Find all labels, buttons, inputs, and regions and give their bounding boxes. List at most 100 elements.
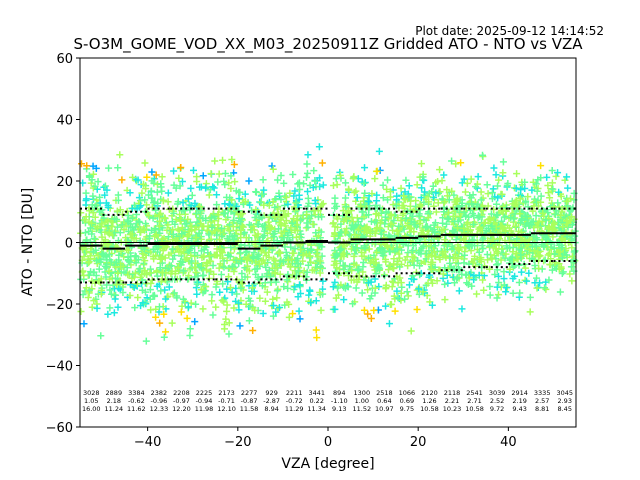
- data-point: [544, 189, 552, 197]
- data-point: [383, 185, 391, 193]
- data-point: [385, 231, 393, 239]
- data-point: [285, 313, 293, 321]
- data-point: [315, 143, 323, 151]
- data-point: [243, 255, 251, 263]
- data-point: [271, 269, 279, 277]
- data-point: [126, 292, 134, 300]
- data-point: [293, 216, 301, 224]
- data-point: [436, 255, 444, 263]
- data-point: [261, 259, 269, 267]
- data-point: [538, 206, 546, 214]
- data-point: [251, 265, 259, 273]
- data-point: [221, 320, 229, 328]
- data-point: [167, 249, 175, 257]
- data-point: [467, 175, 475, 183]
- data-point: [413, 305, 421, 313]
- data-point: [506, 244, 514, 252]
- data-point: [391, 307, 399, 315]
- data-point: [443, 192, 451, 200]
- data-point: [526, 308, 534, 316]
- data-point: [333, 223, 341, 231]
- data-point: [246, 302, 254, 310]
- data-point: [158, 235, 166, 243]
- data-point: [209, 311, 217, 319]
- data-point: [331, 253, 339, 261]
- data-point: [101, 182, 109, 190]
- data-point: [263, 270, 271, 278]
- data-point: [183, 314, 191, 322]
- data-point: [197, 183, 205, 191]
- data-point: [304, 151, 312, 159]
- bin-stat-value: -0.97: [173, 397, 190, 405]
- data-point: [167, 270, 175, 278]
- data-point: [86, 224, 94, 232]
- data-point: [402, 176, 410, 184]
- data-point: [148, 177, 156, 185]
- data-point: [281, 243, 289, 251]
- bin-stat-value: 2.21: [445, 397, 459, 405]
- data-point: [176, 217, 184, 225]
- data-point: [487, 210, 495, 218]
- data-point: [402, 214, 410, 222]
- data-point: [281, 192, 289, 200]
- data-point: [241, 197, 249, 205]
- data-point: [499, 169, 507, 177]
- data-point: [185, 227, 193, 235]
- data-point: [162, 328, 170, 336]
- data-point: [105, 267, 113, 275]
- data-point: [382, 208, 390, 216]
- data-point: [202, 216, 210, 224]
- data-point: [428, 301, 436, 309]
- data-point: [294, 180, 302, 188]
- data-point: [192, 259, 200, 267]
- bin-stat-value: 9.75: [400, 405, 414, 413]
- data-point: [297, 230, 305, 238]
- data-point: [418, 184, 426, 192]
- data-point: [235, 299, 243, 307]
- data-point: [370, 306, 378, 314]
- data-point: [234, 237, 242, 245]
- data-point: [486, 291, 494, 299]
- data-point: [260, 231, 268, 239]
- data-point: [306, 252, 314, 260]
- data-point: [225, 200, 233, 208]
- data-point: [409, 253, 417, 261]
- data-point: [449, 227, 457, 235]
- data-point: [141, 257, 149, 265]
- data-point: [289, 310, 297, 318]
- data-point: [493, 211, 501, 219]
- data-point: [441, 280, 449, 288]
- data-point: [272, 308, 280, 316]
- data-point: [237, 226, 245, 234]
- data-point: [343, 214, 351, 222]
- data-point: [184, 215, 192, 223]
- data-point: [312, 297, 320, 305]
- data-point: [85, 218, 93, 226]
- data-point: [197, 264, 205, 272]
- data-point: [494, 182, 502, 190]
- data-point: [226, 284, 234, 292]
- data-point: [202, 184, 210, 192]
- data-point: [250, 254, 258, 262]
- data-point: [441, 197, 449, 205]
- data-point: [175, 174, 183, 182]
- data-point: [407, 224, 415, 232]
- data-point: [421, 188, 429, 196]
- chart-title: S-O3M_GOME_VOD_XX_M03_20250911Z Gridded …: [73, 35, 583, 54]
- data-point: [393, 287, 401, 295]
- data-point: [331, 278, 339, 286]
- data-point: [284, 231, 292, 239]
- data-point: [261, 249, 269, 257]
- data-point: [248, 287, 256, 295]
- data-point: [401, 295, 409, 303]
- data-point: [436, 166, 444, 174]
- bin-lower-sigma-line: [80, 259, 576, 284]
- data-point: [454, 255, 462, 263]
- data-point: [207, 170, 215, 178]
- data-point: [419, 242, 427, 250]
- data-point: [318, 159, 326, 167]
- data-point: [336, 246, 344, 254]
- data-point: [161, 214, 169, 222]
- data-point: [373, 197, 381, 205]
- data-point: [261, 297, 269, 305]
